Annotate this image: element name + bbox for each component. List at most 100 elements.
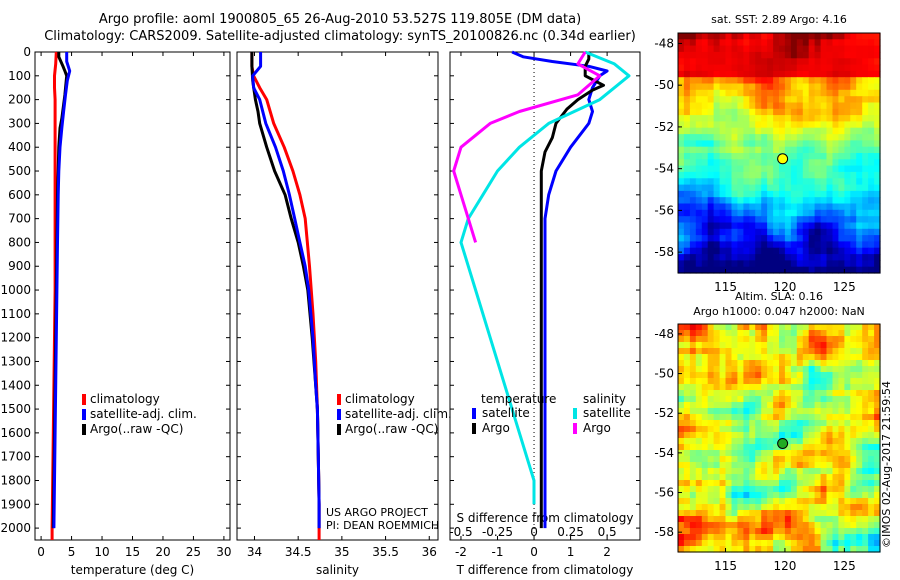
map-cell (844, 209, 851, 217)
map-cell (844, 64, 851, 72)
map-cell (678, 480, 685, 487)
map-cell (779, 354, 786, 361)
map-cell (850, 235, 857, 242)
map-cell (784, 408, 792, 415)
map-cell (743, 522, 750, 529)
map-cell (820, 534, 828, 541)
map-cell (850, 70, 857, 78)
map-cell (731, 216, 738, 224)
map-cell (695, 33, 703, 40)
map-cell (683, 516, 691, 523)
map-cell (683, 247, 691, 255)
map-cell (784, 33, 792, 40)
map-cell (814, 324, 822, 331)
map-cell (701, 372, 709, 379)
map-cell (678, 197, 685, 205)
map-cell (856, 203, 863, 211)
map-cell (689, 498, 697, 505)
map-cell (790, 165, 798, 173)
map-cell (868, 366, 875, 373)
sla-map-ytick-label: -54 (654, 446, 674, 460)
map-cell (689, 432, 697, 439)
map-cell (820, 39, 828, 47)
map-cell (773, 486, 780, 493)
map-cell (790, 70, 798, 78)
map-cell (678, 390, 685, 397)
map-cell (761, 247, 768, 255)
map-cell (838, 396, 845, 403)
map-cell (678, 330, 685, 337)
map-cell (725, 342, 732, 349)
map-cell (678, 462, 685, 469)
map-cell (725, 89, 732, 97)
map-cell (779, 540, 786, 547)
map-cell (779, 235, 786, 242)
map-cell (802, 420, 810, 427)
map-cell (713, 420, 721, 427)
map-cell (701, 342, 709, 349)
map-cell (808, 498, 816, 505)
map-cell (784, 241, 792, 249)
map-cell (856, 522, 863, 529)
map-cell (850, 39, 857, 47)
map-cell (779, 330, 786, 337)
map-cell (808, 534, 816, 541)
map-cell (767, 241, 774, 249)
map-cell (784, 134, 792, 141)
map-cell (784, 146, 792, 154)
map-cell (820, 115, 828, 122)
map-cell (737, 456, 744, 463)
map-cell (850, 83, 857, 91)
map-cell (678, 402, 685, 409)
map-cell (844, 366, 851, 373)
map-cell (761, 228, 768, 236)
map-cell (779, 58, 786, 66)
map-cell (689, 266, 697, 274)
map-cell (874, 108, 881, 116)
depth-tick-label: 500 (8, 164, 31, 178)
map-cell (701, 127, 709, 135)
map-cell (796, 127, 804, 135)
map-cell (773, 432, 780, 439)
map-cell (790, 474, 798, 481)
map-cell (719, 450, 727, 457)
map-cell (832, 159, 839, 167)
diff-xtick-label: 1 (567, 545, 575, 559)
map-cell (826, 468, 833, 475)
map-cell (761, 378, 768, 385)
map-cell (826, 528, 833, 535)
map-cell (767, 528, 774, 535)
map-cell (832, 197, 839, 205)
map-cell (755, 77, 762, 85)
map-cell (719, 408, 727, 415)
map-cell (814, 209, 822, 217)
map-cell (838, 366, 845, 373)
depth-tick-label: 300 (8, 116, 31, 130)
map-cell (713, 354, 721, 361)
map-cell (761, 216, 768, 224)
map-cell (725, 45, 732, 53)
map-cell (689, 324, 697, 331)
map-cell (701, 510, 709, 517)
map-cell (790, 178, 798, 186)
map-cell (868, 372, 875, 379)
map-cell (678, 414, 685, 421)
map-cell (784, 390, 792, 397)
map-cell (784, 432, 792, 439)
map-cell (802, 504, 810, 511)
map-cell (862, 260, 869, 268)
map-cell (832, 165, 839, 173)
map-cell (838, 209, 845, 217)
map-cell (802, 247, 810, 255)
map-cell (862, 366, 869, 373)
map-cell (719, 77, 727, 85)
map-cell (701, 83, 709, 91)
map-cell (856, 510, 863, 517)
map-cell (850, 438, 857, 445)
map-cell (844, 228, 851, 236)
map-cell (838, 390, 845, 397)
map-cell (683, 184, 691, 192)
map-cell (796, 354, 804, 361)
map-cell (689, 402, 697, 409)
diff-legend-swatch (573, 408, 577, 419)
